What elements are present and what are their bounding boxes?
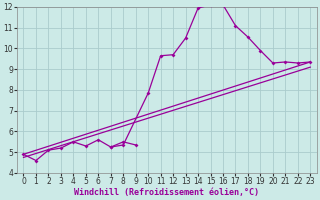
X-axis label: Windchill (Refroidissement éolien,°C): Windchill (Refroidissement éolien,°C) [74, 188, 260, 197]
